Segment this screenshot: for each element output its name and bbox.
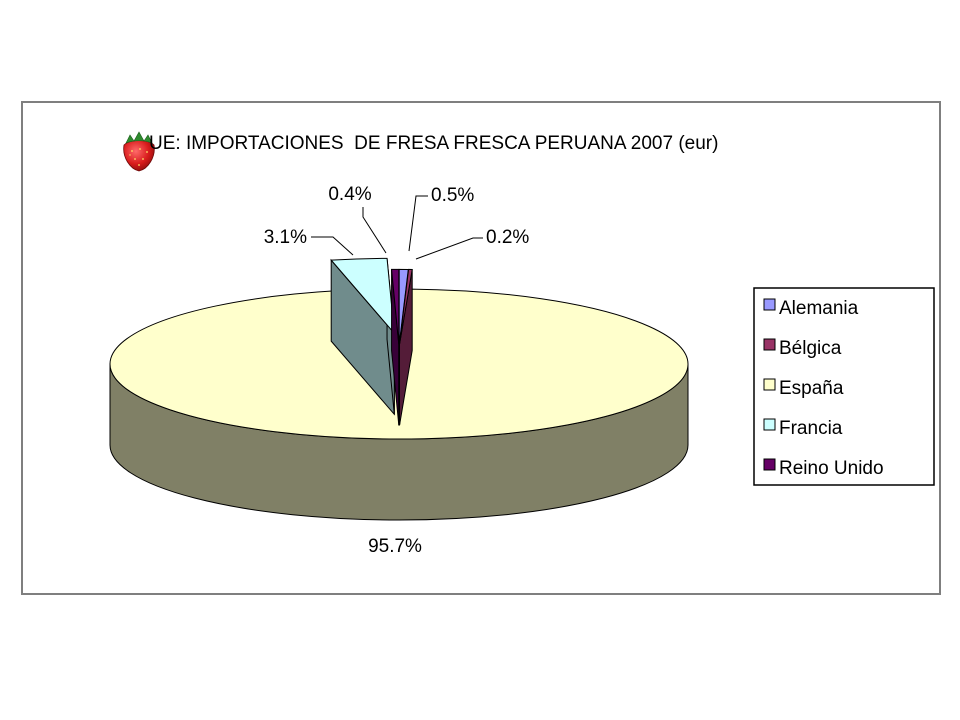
legend-label: Reino Unido — [779, 458, 884, 479]
chart-frame: UE: IMPORTACIONES DE FRESA FRESCA PERUAN… — [21, 101, 941, 595]
legend-box — [753, 287, 935, 486]
legend: Alemania Bélgica España Francia Reino Unido — [753, 287, 935, 486]
legend-swatch — [763, 418, 776, 431]
pie-slice-reino-unido — [391, 268, 400, 426]
pie-plot — [109, 257, 689, 521]
chart-title: UE: IMPORTACIONES DE FRESA FRESCA PERUAN… — [149, 133, 718, 154]
data-label-alemania: 0.5% — [431, 185, 474, 206]
leader-line-belgica — [415, 237, 483, 260]
legend-label: Bélgica — [779, 338, 842, 359]
legend-label: España — [779, 378, 844, 399]
legend-swatch — [763, 338, 776, 351]
leader-line-reino-unido — [362, 207, 387, 254]
pie-chart: UE: IMPORTACIONES DE FRESA FRESCA PERUAN… — [109, 131, 935, 557]
legend-label: Alemania — [779, 298, 859, 319]
legend-label: Francia — [779, 418, 843, 439]
data-label-francia: 3.1% — [264, 227, 307, 248]
data-label-reino-unido: 0.4% — [328, 184, 371, 205]
pie-slice-belgica — [398, 268, 413, 426]
legend-item-reino-unido: Reino Unido — [763, 458, 884, 479]
leader-line-alemania — [408, 195, 428, 252]
strawberry-icon — [123, 131, 155, 172]
legend-item-espana: España — [763, 378, 844, 399]
legend-swatch — [763, 298, 776, 311]
legend-swatch — [763, 458, 776, 471]
data-labels: 0.5% 0.2% 95.7% 3.1% 0.4% — [264, 184, 530, 557]
data-label-belgica: 0.2% — [486, 227, 529, 248]
legend-item-francia: Francia — [763, 418, 843, 439]
legend-item-belgica: Bélgica — [763, 338, 842, 359]
legend-item-alemania: Alemania — [763, 298, 859, 319]
legend-swatch — [763, 378, 776, 391]
pie-slice-francia — [330, 257, 395, 416]
data-label-espana: 95.7% — [368, 536, 422, 557]
leader-line-francia — [311, 236, 354, 256]
